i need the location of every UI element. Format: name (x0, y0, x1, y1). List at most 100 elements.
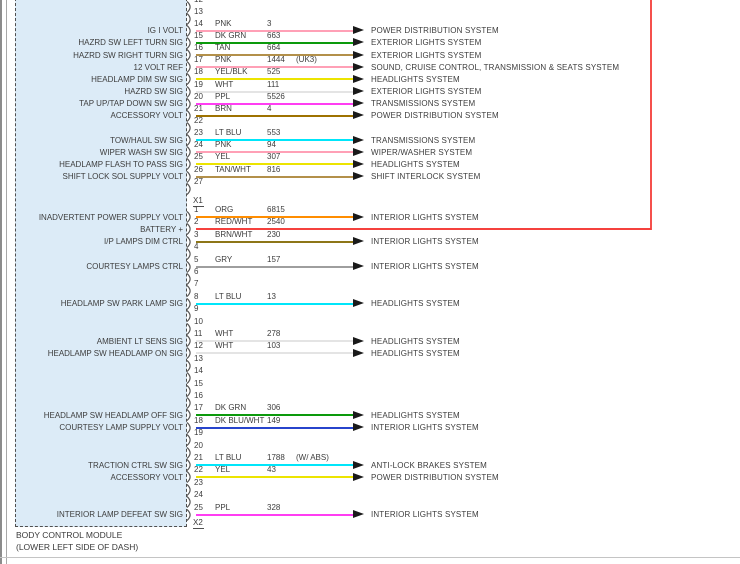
pin-row: 16 (0, 391, 740, 415)
terminal-icon (186, 122, 191, 134)
pin-number: 25 (194, 152, 203, 162)
arrow-icon (353, 99, 364, 108)
wire-color-label: YEL (215, 152, 231, 162)
signal-label: HEADLAMP DIM SW SIG (91, 74, 183, 84)
arrow-icon (353, 262, 364, 271)
wire-line (196, 54, 353, 57)
terminal-icon (186, 49, 191, 62)
destination-system-label: HEADLIGHTS SYSTEM (371, 74, 460, 84)
signal-label: HEADLAMP SW HEADLAMP OFF SIG (43, 410, 183, 420)
pin-number: 2 (194, 217, 199, 227)
circuit-number: 663 (267, 30, 281, 40)
signal-label: BATTERY + (140, 224, 183, 234)
terminal-icon (186, 421, 191, 434)
window-edge-line-outer (0, 0, 2, 564)
terminal-icon (186, 322, 191, 335)
pin-row: 24 (0, 490, 740, 514)
pin-row: 3 BRN/WHT 230 I/P LAMPS DIM CTRL INTERIO… (0, 230, 740, 254)
arrow-icon (353, 62, 364, 71)
circuit-number: 6815 (267, 205, 285, 214)
wire-line (196, 90, 353, 93)
pin-row: 22 YEL 43 ACCESSORY VOLT POWER DISTRIBUT… (0, 465, 740, 489)
pin-row: 21 BRN 4 ACCESSORY VOLT POWER DISTRIBUTI… (0, 104, 740, 128)
wire-color-label: PPL (215, 502, 231, 512)
terminal-icon (186, 248, 191, 261)
pin-number: 18 (194, 67, 203, 77)
circuit-number: 306 (267, 403, 281, 413)
pin-row: 12 (0, 0, 740, 19)
pin-number: 15 (194, 30, 203, 40)
terminal-icon (186, 97, 191, 110)
wire-line (196, 78, 353, 81)
circuit-number: 816 (267, 164, 281, 174)
pin-row: 1 ORG 6815 INADVERTENT POWER SUPPLY VOLT… (0, 205, 740, 229)
destination-system-label: INTERIOR LIGHTS SYSTEM (371, 510, 479, 520)
pin-number: 25 (194, 502, 203, 512)
wire-color-label: BRN (215, 103, 232, 113)
wire-color-label: RED/WHT (215, 217, 253, 227)
wire-color-label: WHT (215, 79, 234, 89)
arrow-icon (353, 147, 364, 156)
pin-number: 26 (194, 164, 203, 174)
terminal-icon (186, 12, 191, 25)
signal-label: HAZRD SW SIG (124, 87, 183, 97)
module-location: (LOWER LEFT SIDE OF DASH) (16, 541, 139, 552)
destination-system-label: HEADLIGHTS SYSTEM (371, 159, 460, 169)
signal-label: TOW/HAUL SW SIG (110, 135, 183, 145)
circuit-number: 328 (267, 502, 281, 512)
terminal-icon (186, 397, 191, 409)
pin-row: 17 PNK 1444 (UK3) 12 VOLT REF SOUND, CRU… (0, 55, 740, 79)
pin-number: 24 (194, 140, 203, 150)
wire-line (196, 352, 353, 355)
circuit-number: 664 (267, 43, 281, 53)
terminal-icon (186, 170, 191, 183)
signal-label: HEADLAMP SW HEADLAMP ON SIG (47, 348, 183, 358)
destination-system-label: ANTI-LOCK BRAKES SYSTEM (371, 460, 487, 470)
destination-system-label: INTERIOR LIGHTS SYSTEM (371, 237, 479, 247)
signal-label: SHIFT LOCK SOL SUPPLY VOLT (62, 172, 183, 182)
signal-label: ACCESSORY VOLT (110, 472, 183, 482)
terminal-icon (186, 134, 191, 147)
circuit-number: 1788 (267, 453, 285, 462)
wire-line (196, 414, 353, 417)
pin-number: 23 (194, 477, 203, 487)
pin-number: 18 (194, 415, 203, 425)
terminal-icon (186, 297, 191, 310)
terminal-icon (186, 146, 191, 159)
wire-line (196, 240, 353, 243)
arrow-icon (353, 26, 364, 35)
terminal-icon (186, 384, 191, 397)
wire-line (196, 216, 353, 218)
circuit-number: 525 (267, 67, 281, 77)
terminal-icon (186, 508, 191, 521)
pin-row: 6 (0, 267, 740, 291)
pin-number: 21 (194, 103, 203, 113)
pin-number: 20 (194, 440, 203, 450)
destination-system-label: HEADLIGHTS SYSTEM (371, 410, 460, 420)
pin-number: 27 (194, 176, 203, 186)
terminal-icon (186, 158, 191, 171)
highlight-annotation-vline (650, 0, 652, 230)
circuit-number: 307 (267, 152, 281, 162)
circuit-number: 103 (267, 341, 281, 351)
pin-number: 10 (194, 316, 203, 326)
destination-system-label: POWER DISTRIBUTION SYSTEM (371, 472, 499, 482)
destination-system-label: TRANSMISSIONS SYSTEM (371, 135, 476, 145)
circuit-number: 3 (267, 18, 272, 28)
pin-row: 17 DK GRN 306 HEADLAMP SW HEADLAMP OFF S… (0, 403, 740, 427)
signal-label: HEADLAMP SW PARK LAMP SIG (60, 299, 183, 309)
signal-label: INADVERTENT POWER SUPPLY VOLT (38, 212, 183, 222)
destination-system-label: WIPER/WASHER SYSTEM (371, 147, 473, 157)
signal-label: TAP UP/TAP DOWN SW SIG (79, 99, 183, 109)
arrow-icon (353, 38, 364, 47)
wire-line (196, 29, 353, 32)
signal-label: HAZRD SW RIGHT TURN SIG (73, 50, 183, 60)
body-control-module-box (15, 0, 187, 527)
window-edge-line-inner (6, 0, 7, 564)
circuit-number: 5526 (267, 91, 285, 101)
pin-row: 5 GRY 157 COURTESY LAMPS CTRL INTERIOR L… (0, 255, 740, 279)
pin-number: 14 (194, 18, 203, 28)
pin-row: 15 DK GRN 663 HAZRD SW LEFT TURN SIG EXT… (0, 31, 740, 55)
terminal-icon (186, 446, 191, 459)
wire-line (196, 66, 353, 69)
